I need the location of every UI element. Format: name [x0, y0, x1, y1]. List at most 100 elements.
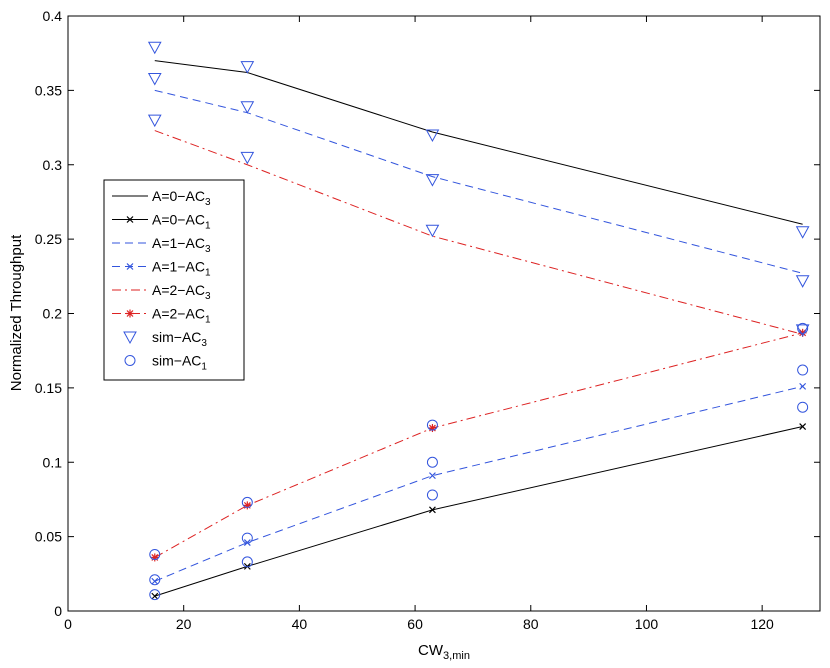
legend-label: A=1−AC1	[152, 259, 211, 279]
data-point-3	[799, 382, 807, 390]
legend-label-subscript: 1	[205, 268, 211, 279]
legend-entry: A=1−AC1	[112, 259, 211, 279]
legend-entry: A=0−AC3	[112, 188, 211, 208]
x-tick-label: 20	[176, 616, 192, 632]
y-tick-label: 0.3	[43, 157, 63, 173]
legend-label: sim−AC3	[152, 329, 207, 349]
x-tick-label: 60	[407, 616, 423, 632]
legend-marker	[126, 309, 134, 318]
series-line-1	[154, 426, 803, 597]
legend-marker	[126, 263, 134, 270]
data-point-6	[795, 324, 810, 337]
data-point-1	[243, 562, 251, 570]
x-tick-label: 120	[750, 616, 774, 632]
axis-ticks: 0 20 40 60 80 100 120 0 0.05 0.1 0.15 0.2 0.25 0.3 0.3…	[35, 8, 820, 632]
data-point-6	[425, 174, 440, 187]
data-point-3	[243, 539, 251, 546]
series-line-4	[154, 130, 803, 335]
legend-entry: A=1−AC3	[112, 235, 211, 255]
legend-label-main: sim−AC	[152, 353, 201, 369]
legend-marker	[124, 355, 136, 366]
legend-entry: A=2−AC1	[112, 306, 211, 326]
data-point-7	[241, 556, 253, 568]
legend-marker	[126, 216, 134, 223]
legend-label-main: A=2−AC	[152, 306, 205, 322]
series-line-5	[154, 332, 803, 558]
data-point-7	[797, 322, 809, 334]
y-tick-label: 0.15	[35, 380, 62, 396]
data-point-7	[149, 589, 161, 601]
data-point-7	[797, 401, 809, 413]
legend-label-subscript: 1	[205, 315, 211, 326]
data-point-7	[149, 548, 161, 560]
data-point-6	[425, 224, 440, 238]
data-point-6	[147, 72, 162, 86]
data-point-6	[147, 41, 162, 55]
data-point-3	[151, 577, 159, 585]
series-markers	[147, 41, 810, 601]
legend-label-main: A=0−AC	[152, 212, 205, 228]
x-axis-title: CW3,min	[418, 642, 470, 662]
legend-label: sim−AC1	[152, 353, 207, 373]
data-point-1	[799, 423, 807, 430]
x-tick-label: 80	[523, 616, 539, 632]
legend-entry: A=0−AC1	[112, 212, 211, 232]
data-point-7	[426, 419, 438, 431]
data-point-5	[243, 501, 252, 510]
legend-label: A=0−AC3	[152, 188, 211, 208]
legend-label-main: A=2−AC	[152, 282, 205, 298]
legend-label: A=2−AC1	[152, 306, 211, 326]
data-point-7	[426, 489, 438, 501]
legend-box	[103, 179, 245, 381]
legend-label-subscript: 3	[205, 291, 211, 302]
data-point-7	[149, 574, 161, 586]
y-tick-label: 0.4	[43, 8, 63, 24]
y-tick-label: 0.05	[35, 529, 62, 545]
legend-entry: A=2−AC3	[112, 282, 211, 302]
y-tick-label: 0.25	[35, 231, 62, 247]
data-point-7	[797, 364, 809, 376]
legend-label-subscript: 1	[205, 221, 211, 232]
legend-label: A=1−AC3	[152, 235, 211, 255]
x-axis-title-subscript: 3,min	[443, 650, 470, 662]
legend-label-subscript: 3	[201, 338, 207, 349]
series-line-3	[154, 385, 803, 582]
data-point-6	[795, 226, 810, 239]
x-tick-label: 0	[64, 616, 72, 632]
data-point-5	[150, 553, 159, 562]
x-tick-label: 100	[635, 616, 659, 632]
legend-label: A=2−AC3	[152, 282, 211, 302]
legend-label: A=0−AC1	[152, 212, 211, 232]
y-tick-label: 0.1	[43, 454, 63, 470]
data-point-7	[241, 496, 253, 508]
legend-entry: sim−AC3	[123, 329, 207, 349]
series-lines	[154, 60, 803, 597]
data-point-3	[429, 472, 436, 480]
legend-label-main: A=0−AC	[152, 188, 205, 204]
series-line-2	[154, 89, 803, 274]
x-axis-title-main: CW	[418, 642, 444, 659]
data-point-6	[147, 114, 162, 128]
data-point-6	[795, 275, 810, 288]
data-point-6	[425, 129, 440, 143]
legend-label-subscript: 1	[201, 362, 207, 373]
data-point-5	[428, 424, 437, 433]
y-axis-title: Normalized Throughput	[8, 234, 25, 391]
legend-label-main: A=1−AC	[152, 259, 205, 275]
data-point-1	[429, 506, 436, 514]
data-point-7	[241, 532, 253, 544]
data-point-6	[240, 101, 255, 114]
legend: A=0−AC3A=0−AC1A=1−AC3A=1−AC1A=2−AC3A=2−A…	[103, 179, 245, 381]
y-tick-label: 0	[54, 603, 62, 619]
x-tick-label: 40	[292, 616, 308, 632]
legend-label-subscript: 3	[205, 244, 211, 255]
series-line-0	[154, 60, 803, 225]
data-point-7	[426, 456, 438, 468]
legend-entry: sim−AC1	[124, 353, 207, 373]
data-point-1	[151, 592, 159, 600]
legend-label-main: A=1−AC	[152, 235, 205, 251]
data-point-6	[240, 61, 255, 74]
legend-label-subscript: 3	[205, 197, 211, 208]
legend-marker	[123, 331, 137, 345]
